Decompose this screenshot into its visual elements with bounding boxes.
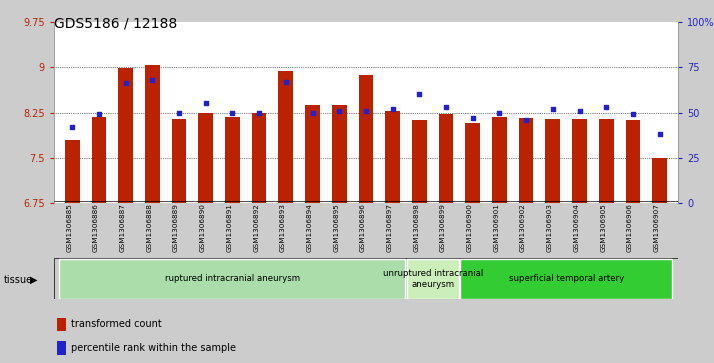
Bar <box>572 119 587 203</box>
Bar <box>386 111 400 203</box>
Text: GSM1306906: GSM1306906 <box>627 203 633 252</box>
Point <box>200 101 211 106</box>
Point <box>627 111 638 117</box>
Bar <box>625 120 640 203</box>
Text: ▶: ▶ <box>30 274 38 285</box>
Point <box>387 106 398 112</box>
Point <box>253 110 265 115</box>
Bar <box>653 158 667 203</box>
Text: GSM1306897: GSM1306897 <box>386 203 393 252</box>
Bar <box>252 113 266 203</box>
Point <box>333 108 345 114</box>
Point <box>654 131 665 137</box>
Point <box>120 81 131 86</box>
Point <box>174 110 185 115</box>
Text: GSM1306889: GSM1306889 <box>173 203 179 252</box>
Text: GSM1306887: GSM1306887 <box>120 203 126 252</box>
Bar <box>412 121 427 203</box>
Bar <box>519 118 533 203</box>
Point <box>361 108 372 114</box>
Bar <box>278 71 293 203</box>
Text: GSM1306901: GSM1306901 <box>493 203 499 252</box>
Point <box>547 106 558 112</box>
Text: GDS5186 / 12188: GDS5186 / 12188 <box>54 16 177 30</box>
Bar <box>171 119 186 203</box>
Bar <box>438 114 453 203</box>
Text: GSM1306907: GSM1306907 <box>653 203 660 252</box>
Text: GSM1306895: GSM1306895 <box>333 203 339 252</box>
Text: superficial temporal artery: superficial temporal artery <box>508 274 624 283</box>
Point <box>94 111 105 117</box>
Text: percentile rank within the sample: percentile rank within the sample <box>71 343 236 353</box>
Text: GSM1306902: GSM1306902 <box>520 203 526 252</box>
Bar <box>91 117 106 203</box>
Point <box>146 77 158 83</box>
Text: GSM1306896: GSM1306896 <box>360 203 366 252</box>
Bar <box>198 113 213 203</box>
Bar <box>332 105 346 203</box>
Bar <box>406 258 459 299</box>
Bar <box>59 258 406 299</box>
Text: GSM1306898: GSM1306898 <box>413 203 419 252</box>
Text: GSM1306890: GSM1306890 <box>200 203 206 252</box>
Bar <box>545 119 560 203</box>
Point <box>66 124 78 130</box>
Text: GSM1306886: GSM1306886 <box>93 203 99 252</box>
Text: GSM1306900: GSM1306900 <box>467 203 473 252</box>
Text: tissue: tissue <box>4 274 33 285</box>
Text: GSM1306905: GSM1306905 <box>600 203 606 252</box>
Point <box>600 104 612 110</box>
Text: GSM1306893: GSM1306893 <box>280 203 286 252</box>
Point <box>574 108 585 114</box>
Text: GSM1306903: GSM1306903 <box>547 203 553 252</box>
Text: unruptured intracranial
aneurysm: unruptured intracranial aneurysm <box>383 269 483 289</box>
Text: GSM1306904: GSM1306904 <box>573 203 580 252</box>
Text: GSM1306899: GSM1306899 <box>440 203 446 252</box>
Bar <box>358 75 373 203</box>
Point <box>521 117 532 123</box>
Text: GSM1306885: GSM1306885 <box>66 203 72 252</box>
Bar <box>305 105 320 203</box>
Text: GSM1306888: GSM1306888 <box>146 203 152 252</box>
Point <box>280 79 291 85</box>
Point <box>467 115 478 121</box>
Bar <box>145 65 160 203</box>
Text: ruptured intracranial aneurysm: ruptured intracranial aneurysm <box>165 274 300 283</box>
Point <box>227 110 238 115</box>
Bar <box>56 342 66 355</box>
Bar <box>599 119 613 203</box>
Point <box>307 110 318 115</box>
Text: GSM1306891: GSM1306891 <box>226 203 233 252</box>
Text: transformed count: transformed count <box>71 319 162 330</box>
Bar <box>492 117 507 203</box>
Point <box>413 91 425 97</box>
Bar <box>65 140 79 203</box>
Bar <box>466 123 480 203</box>
Point <box>441 104 452 110</box>
Bar <box>119 68 133 203</box>
Bar <box>460 258 673 299</box>
Text: GSM1306894: GSM1306894 <box>306 203 313 252</box>
Bar <box>56 318 66 331</box>
Point <box>493 110 505 115</box>
Text: GSM1306892: GSM1306892 <box>253 203 259 252</box>
Bar <box>225 117 240 203</box>
